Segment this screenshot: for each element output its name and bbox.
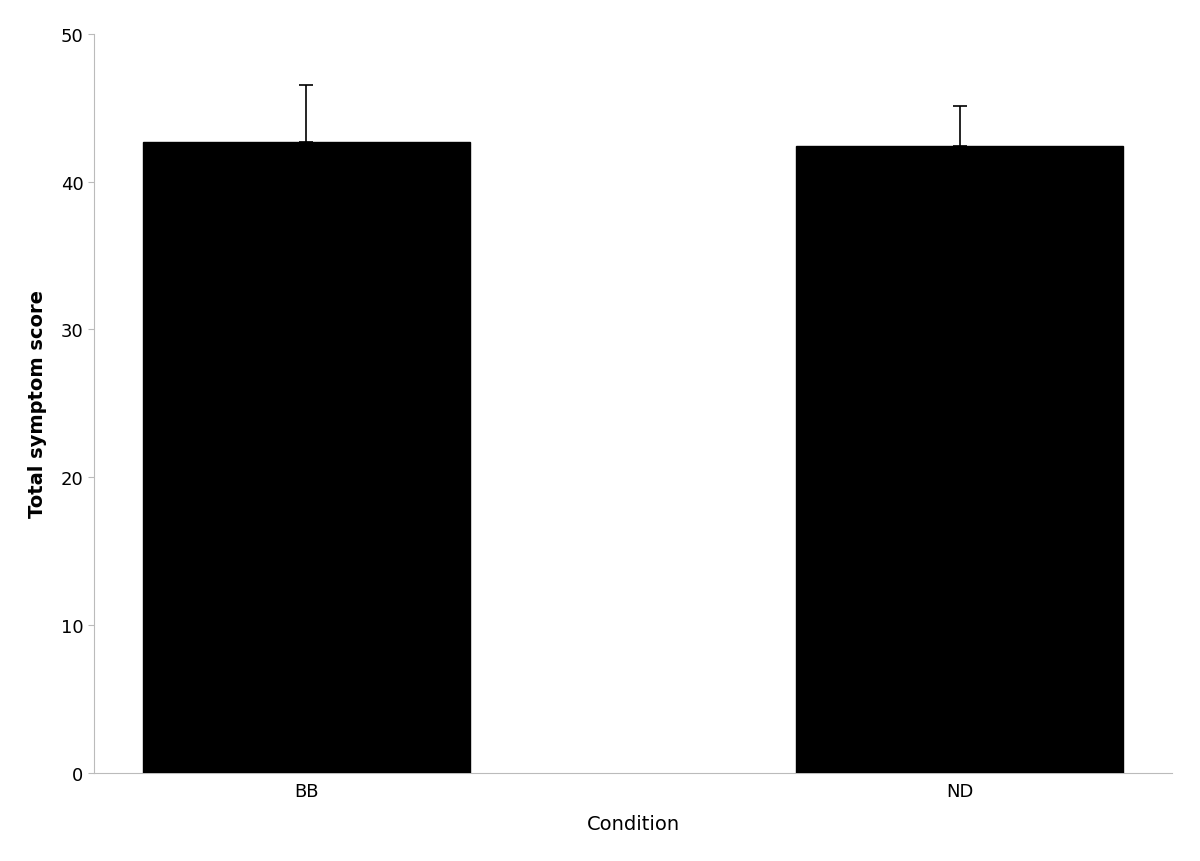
Y-axis label: Total symptom score: Total symptom score: [28, 290, 47, 517]
Bar: [143, 142, 469, 772]
X-axis label: Condition: Condition: [587, 815, 679, 833]
Bar: [797, 147, 1123, 772]
